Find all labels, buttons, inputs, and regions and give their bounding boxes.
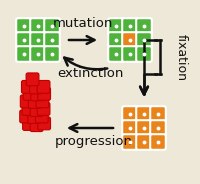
FancyBboxPatch shape — [150, 120, 166, 136]
FancyBboxPatch shape — [23, 87, 36, 100]
FancyBboxPatch shape — [20, 95, 33, 108]
FancyBboxPatch shape — [108, 32, 124, 48]
FancyBboxPatch shape — [38, 87, 51, 100]
FancyBboxPatch shape — [136, 18, 152, 34]
FancyBboxPatch shape — [37, 102, 50, 115]
FancyBboxPatch shape — [30, 18, 46, 34]
FancyBboxPatch shape — [136, 46, 152, 62]
FancyBboxPatch shape — [31, 88, 44, 101]
FancyBboxPatch shape — [30, 32, 46, 48]
FancyBboxPatch shape — [122, 32, 138, 48]
FancyBboxPatch shape — [122, 106, 138, 122]
FancyBboxPatch shape — [20, 110, 33, 123]
FancyBboxPatch shape — [16, 32, 32, 48]
FancyBboxPatch shape — [136, 106, 152, 122]
Text: progression: progression — [55, 135, 133, 148]
FancyBboxPatch shape — [150, 134, 166, 150]
FancyBboxPatch shape — [108, 18, 124, 34]
FancyBboxPatch shape — [150, 106, 166, 122]
Text: fixation: fixation — [174, 34, 188, 82]
FancyBboxPatch shape — [23, 118, 35, 130]
Text: extinction: extinction — [57, 68, 123, 80]
FancyBboxPatch shape — [136, 32, 152, 48]
FancyBboxPatch shape — [122, 18, 138, 34]
FancyBboxPatch shape — [21, 80, 34, 93]
FancyBboxPatch shape — [28, 95, 41, 108]
FancyBboxPatch shape — [35, 110, 48, 123]
FancyBboxPatch shape — [108, 46, 124, 62]
FancyBboxPatch shape — [30, 104, 43, 116]
FancyBboxPatch shape — [36, 95, 49, 108]
FancyBboxPatch shape — [28, 111, 41, 123]
FancyBboxPatch shape — [16, 18, 32, 34]
FancyBboxPatch shape — [22, 102, 35, 115]
FancyBboxPatch shape — [122, 46, 138, 62]
FancyBboxPatch shape — [30, 81, 42, 94]
FancyBboxPatch shape — [38, 117, 51, 130]
FancyBboxPatch shape — [30, 46, 46, 62]
Text: mutation: mutation — [53, 17, 113, 31]
FancyBboxPatch shape — [136, 134, 152, 150]
FancyBboxPatch shape — [122, 134, 138, 150]
FancyBboxPatch shape — [136, 120, 152, 136]
FancyBboxPatch shape — [26, 73, 39, 86]
FancyBboxPatch shape — [30, 119, 43, 132]
FancyBboxPatch shape — [37, 80, 50, 93]
FancyBboxPatch shape — [44, 46, 60, 62]
FancyBboxPatch shape — [122, 120, 138, 136]
FancyBboxPatch shape — [16, 46, 32, 62]
FancyBboxPatch shape — [44, 32, 60, 48]
FancyBboxPatch shape — [44, 18, 60, 34]
